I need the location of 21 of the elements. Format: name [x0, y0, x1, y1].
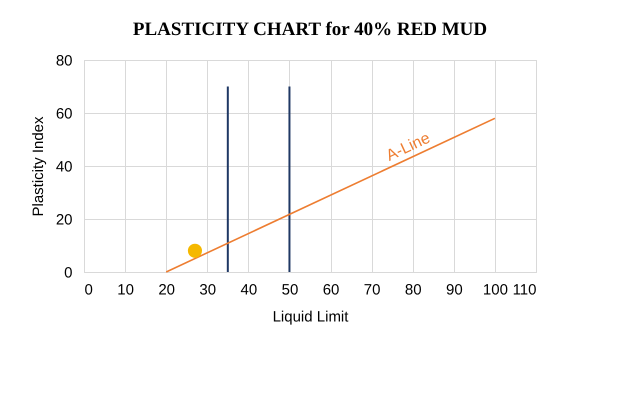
y-tick-label: 40 — [56, 158, 72, 176]
y-tick-label: 0 — [64, 264, 72, 282]
x-tick-label: 70 — [364, 282, 380, 298]
text: A-Line — [384, 130, 433, 165]
x-tick-label: 50 — [282, 282, 298, 298]
x-tick-label: 60 — [322, 282, 340, 298]
x-tick-label: 110 — [512, 282, 536, 298]
y-tick-label: 60 — [56, 106, 72, 122]
y-axis-title: Plasticity Index — [30, 116, 47, 217]
chart-title: PLASTICITY CHART for 40% RED MUD — [132, 19, 488, 40]
y-tick-label: 80 — [56, 52, 72, 70]
x-axis-title: Liquid Limit — [272, 308, 350, 326]
x-tick-label: 20 — [158, 282, 176, 298]
x-tick-label: 40 — [240, 282, 258, 298]
x-tick-label: 90 — [446, 282, 463, 298]
x-tick-label: 100 — [482, 282, 508, 298]
x-tick-label: 10 — [117, 282, 134, 298]
y-tick-label: 20 — [56, 212, 72, 228]
x-tick-label: 80 — [404, 282, 422, 298]
x-tick-label: 0 — [84, 282, 93, 298]
x-tick-label: 30 — [199, 282, 216, 298]
